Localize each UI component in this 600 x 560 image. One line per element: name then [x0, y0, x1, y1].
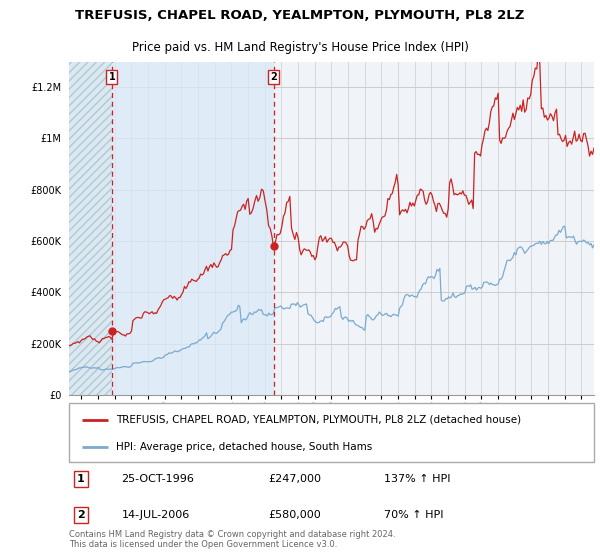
Text: HPI: Average price, detached house, South Hams: HPI: Average price, detached house, Sout… — [116, 442, 373, 452]
Text: 25-OCT-1996: 25-OCT-1996 — [121, 474, 194, 484]
Text: Contains HM Land Registry data © Crown copyright and database right 2024.
This d: Contains HM Land Registry data © Crown c… — [69, 530, 395, 549]
Text: £247,000: £247,000 — [269, 474, 322, 484]
Bar — [69, 62, 112, 395]
Text: 14-JUL-2006: 14-JUL-2006 — [121, 510, 190, 520]
Text: 2: 2 — [271, 72, 277, 82]
Text: £580,000: £580,000 — [269, 510, 321, 520]
Text: 1: 1 — [109, 72, 115, 82]
Text: 2: 2 — [77, 510, 85, 520]
Bar — [112, 62, 274, 395]
Text: TREFUSIS, CHAPEL ROAD, YEALMPTON, PLYMOUTH, PL8 2LZ: TREFUSIS, CHAPEL ROAD, YEALMPTON, PLYMOU… — [76, 9, 524, 22]
Text: Price paid vs. HM Land Registry's House Price Index (HPI): Price paid vs. HM Land Registry's House … — [131, 41, 469, 54]
Text: TREFUSIS, CHAPEL ROAD, YEALMPTON, PLYMOUTH, PL8 2LZ (detached house): TREFUSIS, CHAPEL ROAD, YEALMPTON, PLYMOU… — [116, 414, 521, 424]
Text: 1: 1 — [77, 474, 85, 484]
Text: 137% ↑ HPI: 137% ↑ HPI — [384, 474, 451, 484]
Text: 70% ↑ HPI: 70% ↑ HPI — [384, 510, 443, 520]
FancyBboxPatch shape — [69, 403, 594, 462]
